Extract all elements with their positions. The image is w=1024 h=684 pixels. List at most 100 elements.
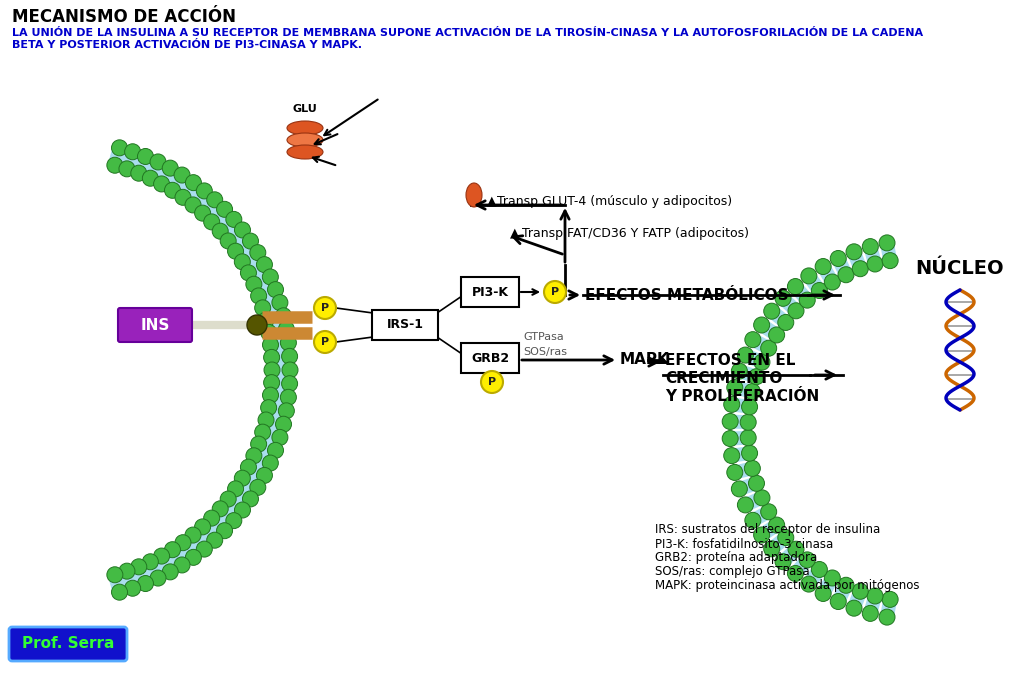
Circle shape: [281, 334, 296, 351]
Circle shape: [241, 459, 256, 475]
Text: ▲: ▲: [487, 194, 497, 207]
Circle shape: [246, 276, 262, 292]
Circle shape: [119, 563, 135, 579]
Circle shape: [764, 541, 779, 557]
Circle shape: [220, 491, 237, 507]
Circle shape: [195, 205, 211, 221]
Circle shape: [862, 239, 879, 254]
Circle shape: [151, 154, 166, 170]
Circle shape: [846, 244, 862, 260]
Circle shape: [754, 317, 770, 333]
FancyBboxPatch shape: [372, 310, 438, 340]
Text: INS: INS: [140, 317, 170, 332]
Ellipse shape: [466, 183, 482, 207]
Circle shape: [724, 447, 739, 464]
Circle shape: [838, 577, 854, 593]
Text: PI3-K: fosfatidilnosito-3 cinasa: PI3-K: fosfatidilnosito-3 cinasa: [655, 538, 834, 551]
Circle shape: [824, 274, 841, 290]
Circle shape: [882, 592, 898, 607]
Circle shape: [769, 517, 784, 533]
Circle shape: [131, 559, 146, 575]
Circle shape: [125, 580, 140, 596]
Text: IRS-1: IRS-1: [386, 319, 424, 332]
Text: GRB2: GRB2: [471, 352, 509, 365]
Circle shape: [731, 481, 748, 497]
Circle shape: [740, 430, 756, 446]
Circle shape: [106, 157, 123, 173]
Circle shape: [830, 594, 846, 609]
Circle shape: [481, 371, 503, 393]
Text: MAPK: MAPK: [620, 352, 670, 367]
Circle shape: [272, 430, 288, 445]
Circle shape: [799, 552, 815, 568]
Circle shape: [811, 282, 827, 298]
Circle shape: [119, 161, 135, 177]
Circle shape: [764, 303, 779, 319]
Circle shape: [263, 375, 280, 391]
Circle shape: [258, 312, 274, 328]
Circle shape: [815, 259, 831, 274]
Text: IRS: sustratos del receptor de insulina: IRS: sustratos del receptor de insulina: [655, 523, 881, 536]
Circle shape: [787, 278, 804, 295]
Circle shape: [279, 403, 294, 419]
Circle shape: [175, 535, 190, 551]
Circle shape: [195, 519, 211, 535]
Circle shape: [741, 445, 758, 461]
Circle shape: [262, 337, 279, 353]
Circle shape: [251, 288, 266, 304]
Circle shape: [251, 436, 266, 452]
Circle shape: [234, 470, 250, 486]
Circle shape: [250, 479, 266, 495]
Circle shape: [185, 527, 201, 543]
Text: Transp FAT/CD36 Y FATP (adipocitos): Transp FAT/CD36 Y FATP (adipocitos): [522, 226, 749, 239]
Circle shape: [744, 332, 761, 347]
Circle shape: [852, 583, 868, 599]
Circle shape: [175, 189, 190, 205]
Circle shape: [724, 397, 739, 412]
Circle shape: [250, 245, 266, 261]
Circle shape: [131, 165, 146, 181]
Circle shape: [267, 443, 284, 458]
Circle shape: [744, 460, 761, 477]
Circle shape: [727, 380, 742, 395]
Circle shape: [867, 256, 883, 272]
Circle shape: [282, 348, 298, 365]
Circle shape: [112, 584, 128, 600]
Circle shape: [137, 575, 154, 592]
FancyBboxPatch shape: [461, 277, 519, 307]
Circle shape: [778, 529, 794, 546]
Circle shape: [275, 308, 292, 324]
Circle shape: [212, 501, 228, 517]
Circle shape: [778, 315, 794, 330]
Circle shape: [246, 448, 262, 464]
Circle shape: [775, 553, 791, 570]
Circle shape: [261, 399, 276, 416]
Text: CRECIMIENTO: CRECIMIENTO: [665, 371, 782, 386]
Circle shape: [185, 174, 202, 191]
Circle shape: [174, 557, 190, 573]
Circle shape: [544, 281, 566, 303]
Text: MAPK: proteincinasa activada por mitógenos: MAPK: proteincinasa activada por mitógen…: [655, 579, 920, 592]
Circle shape: [788, 541, 804, 557]
Circle shape: [226, 211, 242, 227]
Circle shape: [264, 362, 280, 378]
Text: SOS/ras: SOS/ras: [523, 347, 567, 357]
Circle shape: [769, 327, 784, 343]
Circle shape: [106, 567, 123, 583]
Circle shape: [279, 321, 294, 337]
Circle shape: [227, 244, 244, 259]
Text: EFECTOS EN EL: EFECTOS EN EL: [665, 353, 796, 368]
Circle shape: [162, 564, 178, 580]
Text: LA UNIÓN DE LA INSULINA A SU RECEPTOR DE MEMBRANA SUPONE ACTIVACIÓN DE LA TIROSÍ: LA UNIÓN DE LA INSULINA A SU RECEPTOR DE…: [12, 28, 923, 50]
Circle shape: [234, 502, 251, 518]
Circle shape: [258, 412, 274, 428]
Circle shape: [740, 415, 756, 430]
Circle shape: [255, 300, 270, 316]
Circle shape: [749, 369, 765, 384]
Circle shape: [256, 256, 272, 273]
Circle shape: [112, 140, 128, 156]
Circle shape: [154, 548, 170, 564]
Circle shape: [282, 376, 298, 392]
Text: MECANISMO DE ACCIÓN: MECANISMO DE ACCIÓN: [12, 8, 236, 26]
Circle shape: [243, 233, 258, 249]
